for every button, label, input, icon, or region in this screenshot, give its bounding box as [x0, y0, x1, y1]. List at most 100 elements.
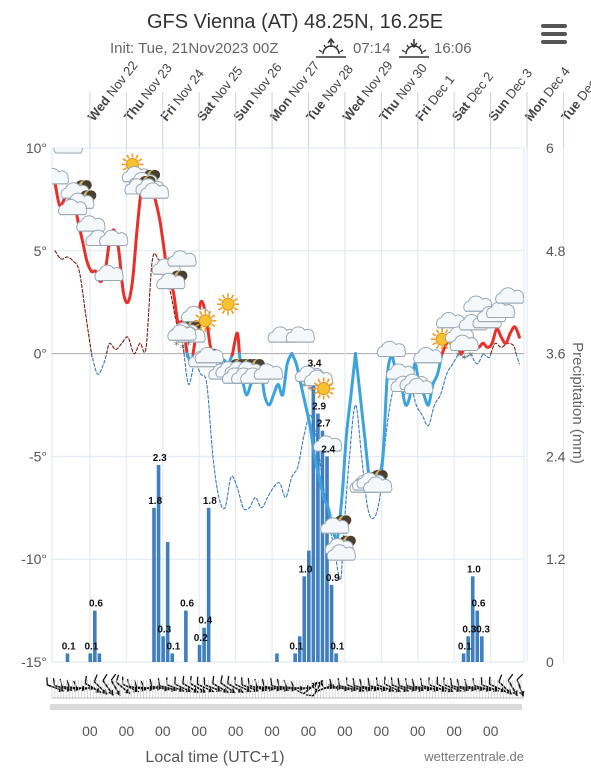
cloud-shape: [99, 229, 129, 247]
cloud-shape: [167, 324, 197, 341]
cloud-shape: [194, 346, 224, 364]
hour-label: 00: [301, 723, 317, 739]
wind-feather: [157, 678, 161, 686]
sun-ray: [122, 158, 127, 162]
precip-label: 2.7: [317, 419, 331, 430]
sun-ray: [435, 329, 440, 334]
moon-icon: [320, 515, 352, 534]
moon-icon: [156, 270, 188, 290]
hour-label: 00: [119, 723, 135, 739]
y-left-tick: -5°: [29, 448, 47, 464]
precip-bar: [93, 610, 97, 662]
sun-disc: [221, 297, 235, 311]
wind-feather: [337, 678, 340, 686]
sun-ray: [210, 314, 216, 318]
cloud-shape: [94, 264, 124, 281]
snow-icon: ***: [449, 334, 479, 365]
cloud-shape: [449, 334, 479, 351]
weather-icons: ************: [52, 148, 524, 561]
wind-head: [455, 686, 462, 693]
sun-ray: [135, 154, 139, 159]
wind-feather: [516, 673, 524, 681]
y-right-tick: 2.4: [546, 448, 566, 464]
cloud-shape: [495, 287, 524, 304]
cloud-shape: [413, 346, 443, 364]
y-left-tick: 10°: [26, 140, 47, 156]
cloud-shape: [156, 272, 186, 290]
wind-head: [58, 686, 65, 693]
sun-ray: [221, 294, 226, 299]
wind-row: [46, 673, 525, 699]
wind-feather: [182, 675, 185, 684]
day-label-date: Nov 25: [208, 63, 245, 105]
wind-feather: [149, 678, 153, 687]
wind-feather: [352, 678, 355, 686]
cloud-icon: [253, 363, 284, 380]
precip-bar: [466, 636, 470, 662]
wind-feather: [428, 677, 431, 685]
precip-bar: [320, 430, 325, 662]
wind-feather: [397, 678, 400, 686]
cloud-shape: [326, 544, 356, 561]
precip-label: 0.6: [180, 599, 194, 610]
snowflake: *: [462, 352, 468, 365]
snowflake: *: [313, 380, 319, 393]
cloud-icon: [94, 264, 124, 281]
sun-ray: [195, 314, 200, 318]
sun-ray: [326, 394, 330, 399]
wind-feather: [66, 679, 70, 688]
hour-label: 00: [410, 723, 426, 739]
wind-feather: [52, 678, 56, 686]
cloud-icon: [326, 544, 356, 561]
y-left-tick: 5°: [34, 243, 47, 259]
precip-bar: [156, 464, 161, 662]
precip-label: 0.1: [85, 641, 99, 652]
day-label-date: Dec 4: [540, 64, 573, 100]
wind-feather: [93, 674, 98, 682]
sun-ray: [313, 391, 319, 395]
day-label-date: Dec 2: [463, 69, 496, 105]
sun-ray: [317, 378, 321, 383]
wind-feather: [227, 675, 230, 684]
cloud-icon: [53, 148, 83, 154]
cloud-shape: [304, 369, 334, 386]
hour-label: 00: [82, 723, 98, 739]
day-label-date: Nov 22: [103, 58, 140, 100]
precip-bar: [470, 576, 475, 662]
day-label-date: Nov 24: [170, 66, 207, 108]
precip-bar: [461, 653, 466, 662]
day-label-date: Dec 3: [502, 66, 535, 102]
sun-ray: [208, 326, 212, 331]
precip-bar: [297, 636, 302, 662]
wind-feather: [449, 678, 453, 686]
cloud-icon: [194, 346, 224, 364]
hamburger-menu-icon[interactable]: [537, 18, 571, 50]
day-label-date: Nov 26: [248, 60, 285, 102]
chart-title: GFS Vienna (AT) 48.25N, 16.25E: [147, 11, 443, 33]
sunset-time: 16:06: [434, 40, 472, 57]
dewpoint-segment-cold: [90, 353, 108, 375]
scrollbar-track[interactable]: [50, 704, 522, 710]
sun-icon: [312, 377, 335, 400]
cloud-shape: [140, 182, 170, 199]
day-label-date: Dec 1: [425, 72, 458, 108]
cloud-shape: [58, 198, 88, 216]
sun-icon: [217, 293, 240, 316]
wind-barb: [174, 676, 192, 693]
precip-bar: [480, 636, 484, 662]
precip-bar: [97, 653, 102, 662]
sun-ray: [122, 167, 127, 171]
sun-ray: [432, 342, 437, 346]
precip-bar: [329, 584, 334, 662]
precip-label: 0.1: [330, 641, 344, 652]
brand-link[interactable]: wetterzentrale.de: [423, 749, 524, 764]
wind-barb: [384, 676, 402, 693]
wind-barb: [121, 676, 140, 693]
sun-ray: [195, 323, 200, 327]
precip-label: 0.6: [89, 599, 103, 610]
x-axis-label: Local time (UTC+1): [145, 749, 284, 766]
precip-label: 1.8: [148, 496, 162, 507]
precip-label: 1.0: [299, 564, 313, 575]
wind-feather: [436, 676, 439, 685]
cloud-icon: [313, 435, 343, 452]
